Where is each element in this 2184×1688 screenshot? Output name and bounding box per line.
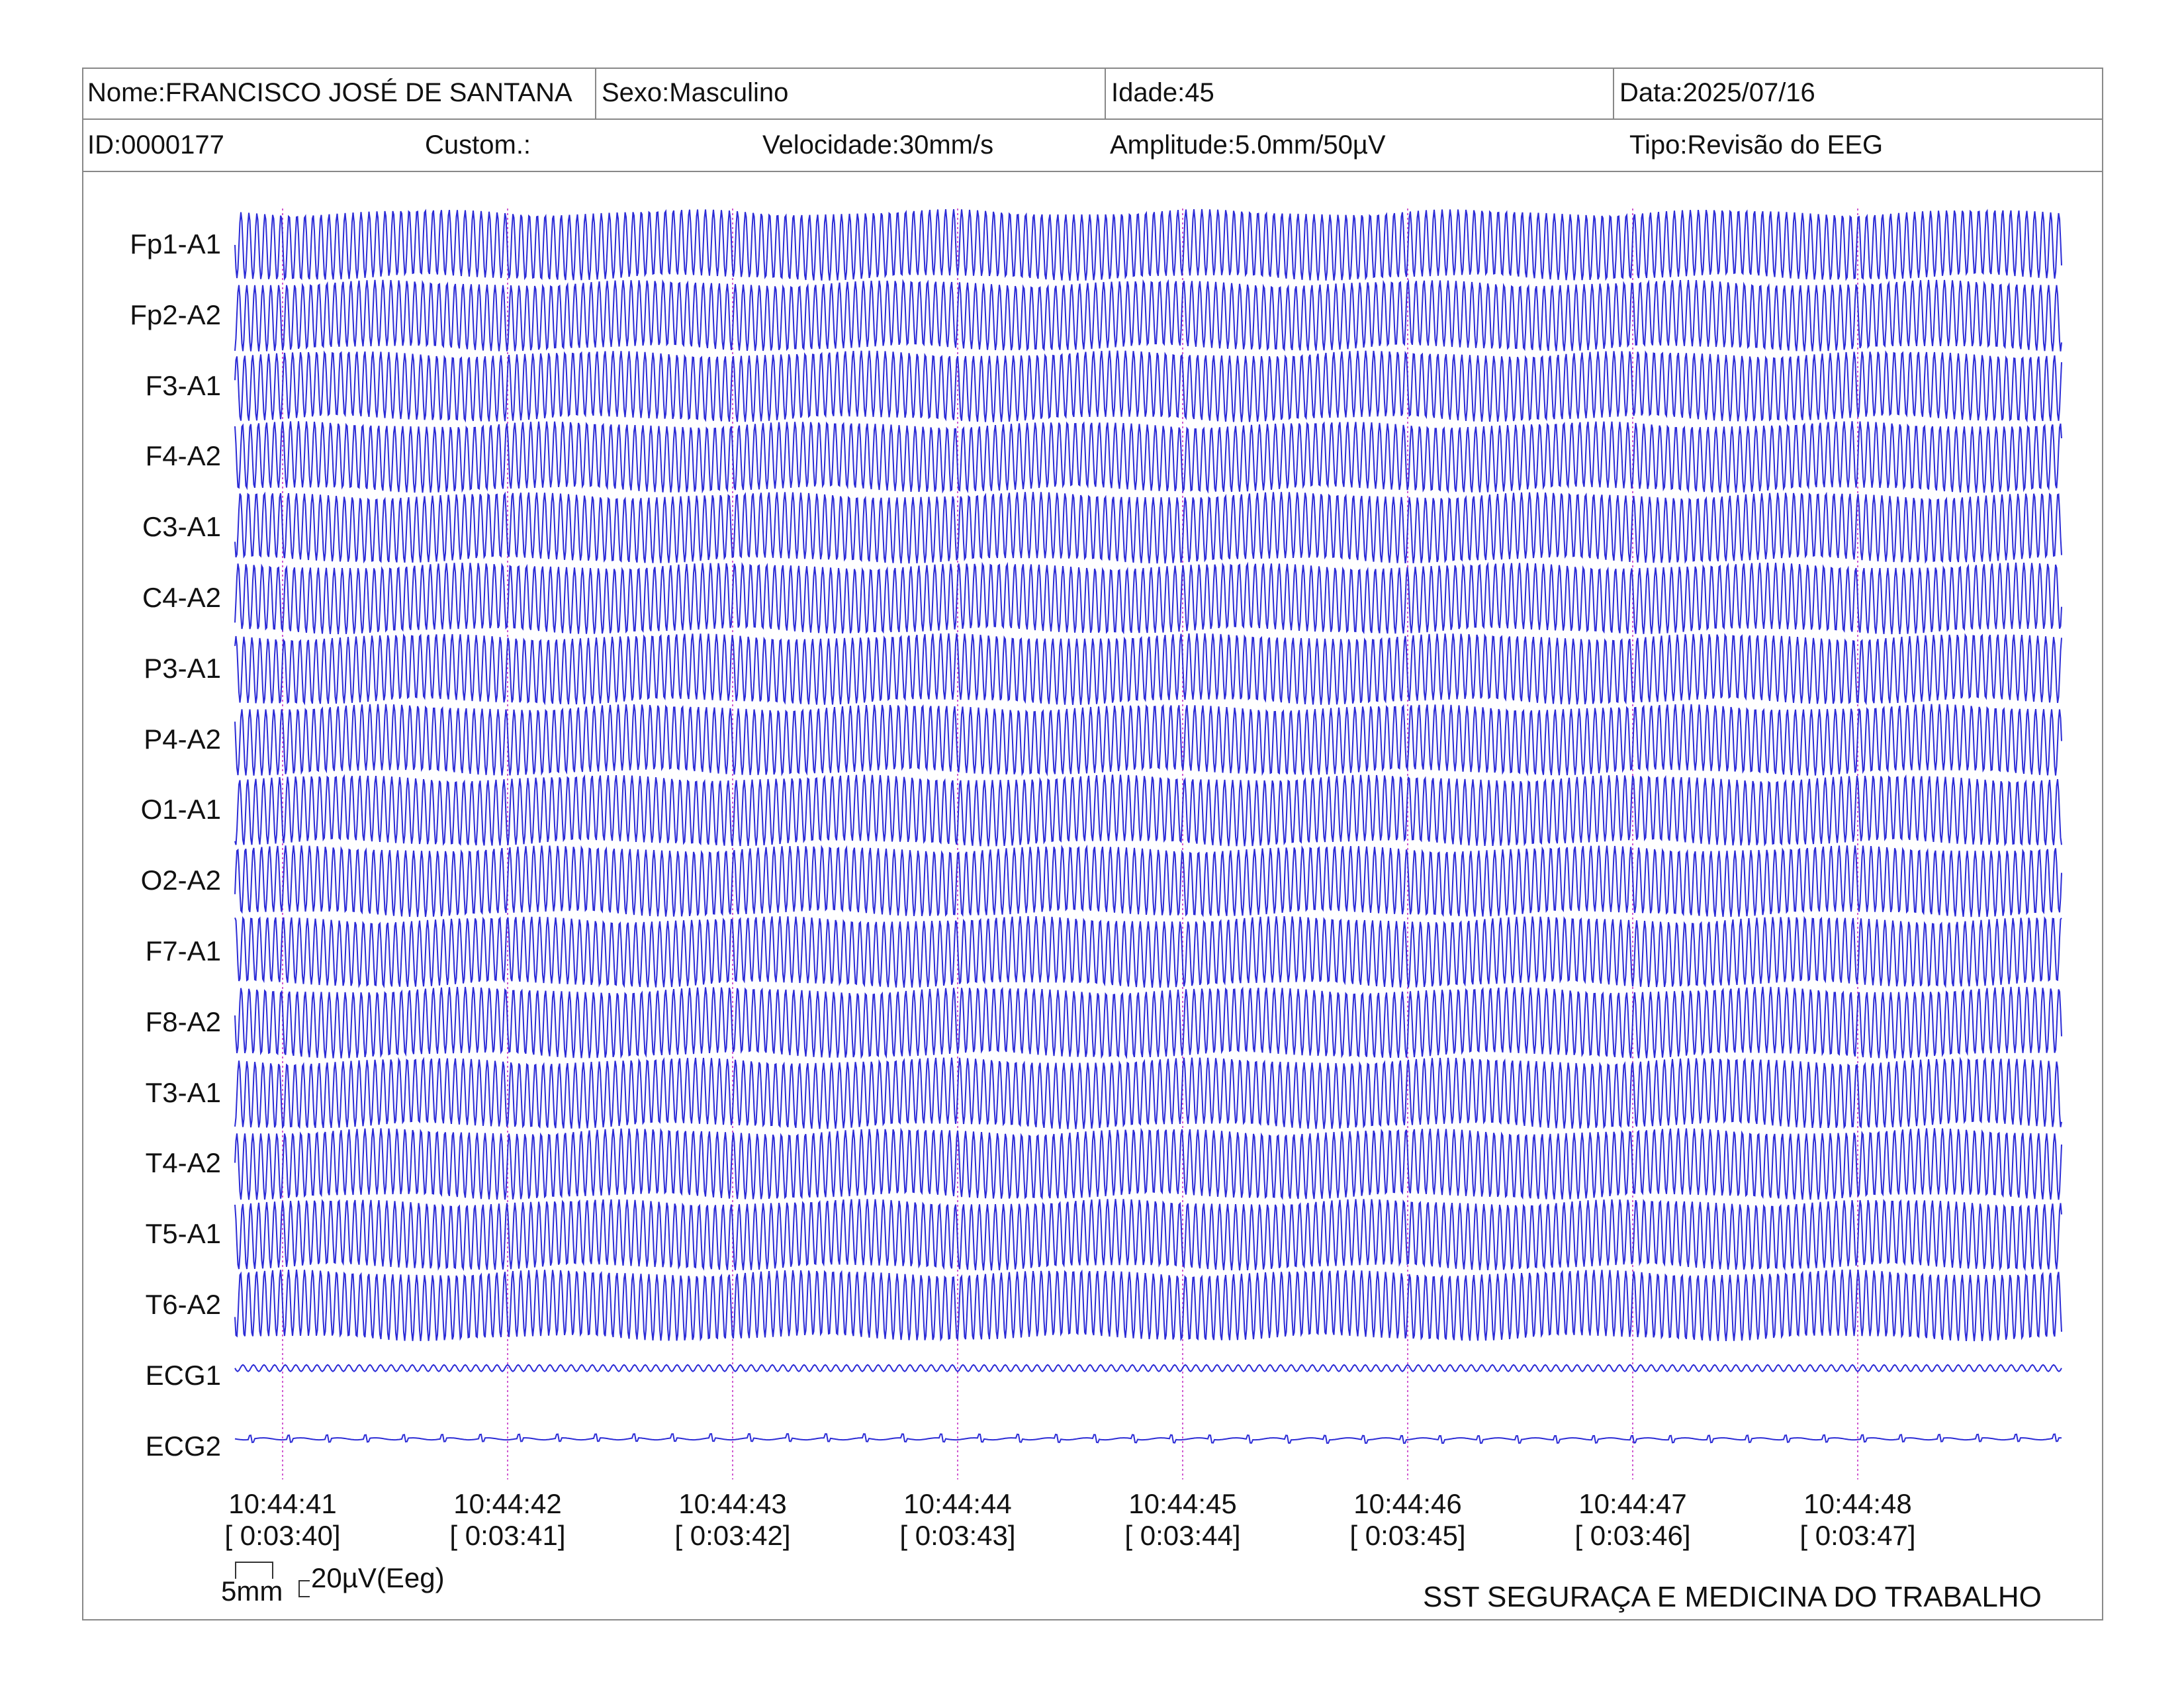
time-mark-clock: 10:44:42	[453, 1488, 562, 1519]
time-mark-clock: 10:44:45	[1128, 1488, 1237, 1519]
channel-trace	[234, 915, 2062, 988]
channel-trace	[234, 1199, 2062, 1272]
channel-label: P3-A1	[144, 652, 221, 684]
time-mark-clock: 10:44:41	[228, 1488, 337, 1519]
channel-trace	[234, 1127, 2062, 1200]
patient-name: Nome:FRANCISCO JOSÉ DE SANTANA	[87, 78, 572, 107]
time-mark-clock: 10:44:43	[678, 1488, 787, 1519]
channel-label: T4-A2	[145, 1147, 221, 1179]
custom-field: Custom.:	[425, 130, 531, 160]
channel-label: F3-A1	[145, 369, 221, 401]
time-mark-clock: 10:44:44	[903, 1488, 1012, 1519]
channel-label: C4-A2	[142, 582, 221, 613]
channel-label: O2-A2	[140, 865, 221, 896]
time-mark-label: 10:44:42[ 0:03:41]	[422, 1488, 594, 1552]
channel-label: Fp2-A2	[130, 299, 221, 330]
amplitude-setting: Amplitude:5.0mm/50µV	[1110, 130, 1386, 160]
channel-label: ECG2	[145, 1430, 221, 1462]
exam-type: Tipo:Revisão do EEG	[1629, 130, 1884, 160]
channel-trace	[234, 209, 2062, 281]
time-mark-label: 10:44:46[ 0:03:45]	[1322, 1488, 1494, 1552]
channel-label: Fp1-A1	[130, 228, 221, 259]
time-mark-label: 10:44:44[ 0:03:43]	[872, 1488, 1044, 1552]
time-mark-elapsed: [ 0:03:41]	[449, 1520, 566, 1551]
channel-trace	[234, 633, 2062, 706]
time-mark-label: 10:44:43[ 0:03:42]	[647, 1488, 819, 1552]
company-footer: SST SEGURAÇA E MEDICINA DO TRABALHO	[1423, 1581, 2042, 1613]
channel-trace	[234, 561, 2062, 635]
amplitude-scale-label: 20µV(Eeg)	[311, 1562, 445, 1593]
time-mark-elapsed: [ 0:03:44]	[1124, 1520, 1241, 1551]
channel-label: F7-A1	[145, 935, 221, 966]
channel-trace	[234, 421, 2062, 494]
header-row-exam: ID:0000177 Custom.: Velocidade:30mm/s Am…	[82, 120, 2103, 172]
time-mark-label: 10:44:47[ 0:03:46]	[1547, 1488, 1719, 1552]
channel-label: P4-A2	[144, 723, 221, 755]
channel-trace	[234, 1056, 2062, 1129]
channel-trace	[234, 704, 2062, 776]
patient-id: ID:0000177	[87, 130, 224, 160]
time-mark-clock: 10:44:47	[1578, 1488, 1687, 1519]
channel-label: C3-A1	[142, 511, 221, 543]
channel-label: T6-A2	[145, 1289, 221, 1320]
channel-trace	[234, 774, 2062, 847]
time-mark-elapsed: [ 0:03:46]	[1574, 1520, 1691, 1551]
channel-trace	[234, 844, 2062, 917]
exam-date: Data:2025/07/16	[1613, 68, 2102, 118]
channel-trace	[234, 1433, 2062, 1444]
time-mark-elapsed: [ 0:03:40]	[224, 1520, 341, 1551]
channel-trace	[234, 279, 2062, 352]
channel-label: F8-A2	[145, 1006, 221, 1037]
patient-age: Idade:45	[1105, 68, 1613, 118]
time-mark-label: 10:44:45[ 0:03:44]	[1097, 1488, 1269, 1552]
report-frame	[82, 68, 2103, 1620]
channel-label: F4-A2	[145, 440, 221, 472]
time-mark-label: 10:44:48[ 0:03:47]	[1772, 1488, 1944, 1552]
channel-trace	[234, 491, 2062, 564]
channel-label: T3-A1	[145, 1076, 221, 1108]
time-mark-elapsed: [ 0:03:42]	[674, 1520, 791, 1551]
channel-trace	[234, 1269, 2062, 1342]
time-mark-elapsed: [ 0:03:43]	[899, 1520, 1016, 1551]
time-mark-elapsed: [ 0:03:47]	[1799, 1520, 1916, 1551]
time-mark-label: 10:44:41[ 0:03:40]	[197, 1488, 369, 1552]
time-mark-clock: 10:44:48	[1803, 1488, 1912, 1519]
channel-label: O1-A1	[140, 794, 221, 825]
header-row-patient: Nome:FRANCISCO JOSÉ DE SANTANA Sexo:Masc…	[82, 68, 2103, 120]
time-mark-clock: 10:44:46	[1353, 1488, 1462, 1519]
channel-label: ECG1	[145, 1359, 221, 1391]
channel-label: T5-A1	[145, 1218, 221, 1250]
paper-speed: Velocidade:30mm/s	[762, 130, 994, 160]
time-scale-label: 5mm	[221, 1575, 283, 1607]
patient-sex: Sexo:Masculino	[595, 68, 1105, 118]
channel-trace	[234, 1364, 2062, 1373]
channel-trace	[234, 350, 2062, 423]
time-mark-elapsed: [ 0:03:45]	[1349, 1520, 1466, 1551]
channel-trace	[234, 986, 2062, 1060]
